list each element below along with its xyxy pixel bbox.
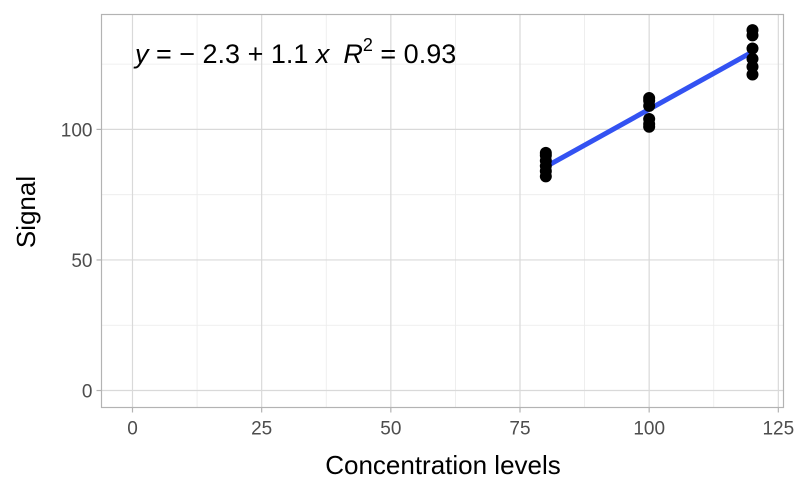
x-tick-label: 25 bbox=[251, 419, 272, 440]
x-axis-ticks: 0 25 50 75 100 125 bbox=[127, 407, 794, 440]
x-tick-label: 75 bbox=[509, 419, 530, 440]
equation-y-symbol: y bbox=[133, 39, 150, 69]
data-point bbox=[746, 52, 759, 65]
data-point bbox=[746, 42, 759, 55]
data-point bbox=[643, 92, 656, 105]
y-axis-title: Signal bbox=[11, 176, 41, 248]
equation-r-superscript: 2 bbox=[363, 35, 373, 55]
y-axis-ticks: 0 50 100 bbox=[61, 120, 102, 403]
x-axis-title: Concentration levels bbox=[325, 450, 561, 480]
x-tick-label: 100 bbox=[633, 419, 665, 440]
data-point bbox=[746, 24, 759, 37]
y-tick-label: 50 bbox=[71, 251, 92, 272]
y-tick-label: 0 bbox=[82, 382, 93, 403]
data-point bbox=[539, 146, 552, 159]
x-tick-label: 0 bbox=[127, 419, 138, 440]
x-tick-label: 50 bbox=[380, 419, 401, 440]
equation-coefficients: = − 2.3 + 1.1 bbox=[149, 39, 316, 69]
x-tick-label: 125 bbox=[762, 419, 794, 440]
y-tick-label: 100 bbox=[61, 120, 93, 141]
equation-r-symbol: R bbox=[343, 39, 363, 69]
minor-gridlines bbox=[101, 14, 784, 408]
equation-r2-value: = 0.93 bbox=[373, 39, 456, 69]
regression-equation: y = − 2.3 + 1.1 x R2 = 0.93 bbox=[133, 35, 456, 69]
equation-x-symbol: x bbox=[314, 39, 331, 69]
plot-panel bbox=[101, 14, 784, 408]
panel-border bbox=[100, 13, 785, 409]
major-gridlines bbox=[101, 14, 784, 408]
data-points bbox=[539, 24, 759, 183]
data-point bbox=[643, 112, 656, 125]
